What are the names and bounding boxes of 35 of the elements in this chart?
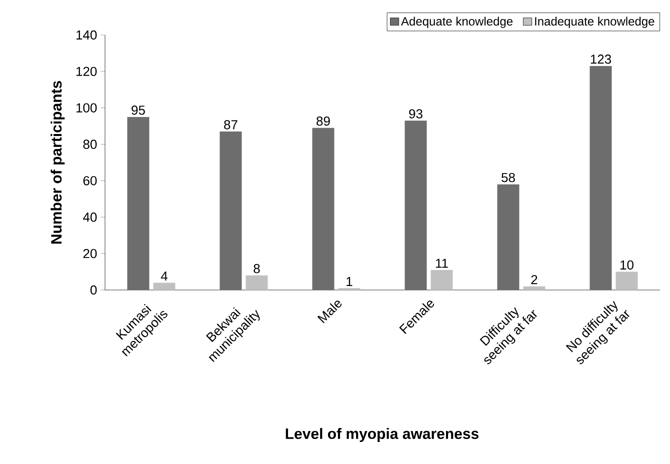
bar	[404, 120, 427, 290]
y-tick-label: 140	[76, 30, 97, 40]
bar	[220, 132, 242, 290]
bar	[312, 128, 334, 290]
y-tick-label: 40	[83, 212, 97, 222]
data-label: 11	[436, 258, 448, 268]
data-label: 89	[316, 116, 330, 126]
x-axis-title: Level of myopia awareness	[286, 428, 478, 442]
bar	[616, 272, 638, 290]
y-tick-label: 60	[83, 176, 97, 186]
bar	[523, 286, 546, 290]
data-label: 93	[409, 109, 422, 118]
data-label: 1	[346, 277, 352, 286]
data-label: 123	[590, 54, 612, 64]
data-label: 95	[132, 106, 145, 115]
y-tick-label: 100	[76, 103, 97, 112]
bar	[590, 66, 612, 290]
bar	[497, 184, 520, 290]
y-tick-label: 120	[76, 66, 97, 76]
y-tick-label: 20	[83, 248, 97, 258]
data-label: 4	[160, 272, 168, 281]
y-tick-label: 0	[90, 285, 97, 295]
data-label: 2	[531, 275, 538, 284]
legend-label: Inadequate knowledge	[535, 16, 654, 28]
legend-label: Adequate knowledge	[401, 16, 513, 28]
data-label: 8	[254, 264, 260, 274]
data-label: 58	[502, 172, 515, 182]
data-label: 10	[620, 260, 634, 270]
data-label: 87	[224, 120, 238, 130]
y-tick-label: 80	[83, 140, 97, 149]
y-axis-title: Number of participants	[50, 81, 65, 244]
bar	[246, 275, 268, 290]
bar	[153, 282, 176, 290]
bar	[127, 116, 150, 290]
bar	[430, 270, 453, 290]
